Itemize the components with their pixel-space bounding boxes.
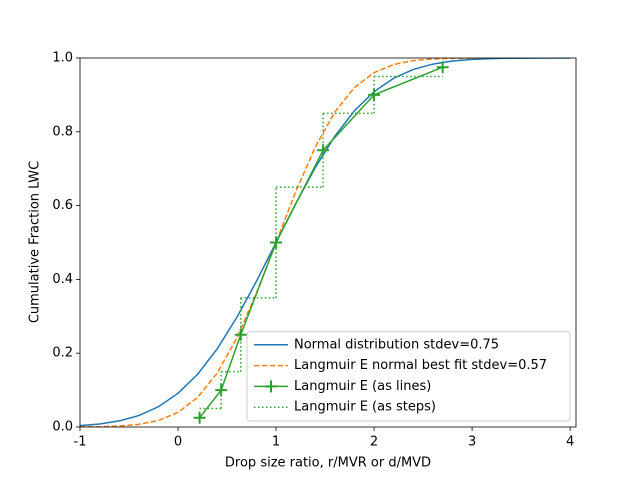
y-tick-label: 1.0: [52, 51, 73, 66]
plot-area: [80, 58, 571, 427]
legend-marker: [265, 380, 277, 393]
series-line: [80, 58, 571, 427]
point-marker: [368, 88, 381, 101]
y-tick-label: 0.4: [52, 272, 73, 287]
y-tick-label: 0.6: [52, 198, 73, 213]
point-marker: [436, 61, 449, 74]
point-marker: [193, 411, 206, 424]
y-tick-label: 0.8: [52, 124, 73, 139]
point-marker: [270, 236, 283, 249]
legend-label: Langmuir E (as lines): [294, 379, 431, 394]
series-line: [80, 58, 473, 427]
point-marker: [215, 384, 228, 397]
y-tick-label: 0.0: [52, 420, 73, 435]
x-tick-label: 3: [468, 435, 476, 450]
y-tick-label: 0.2: [52, 346, 73, 361]
legend-label: Langmuir E normal best fit stdev=0.57: [294, 358, 547, 373]
x-tick-label: -1: [74, 435, 87, 450]
x-tick-label: 1: [272, 435, 280, 450]
x-tick-label: 4: [566, 435, 574, 450]
x-tick-label: 2: [370, 435, 378, 450]
y-axis-label: Cumulative Fraction LWC: [28, 161, 43, 323]
axes-frame: [79, 57, 577, 428]
x-tick-label: 0: [174, 435, 182, 450]
legend-box: [246, 331, 571, 422]
x-axis-label: Drop size ratio, r/MVR or d/MVD: [225, 456, 431, 471]
legend-label: Langmuir E (as steps): [294, 400, 436, 415]
legend-label: Normal distribution stdev=0.75: [294, 337, 499, 352]
